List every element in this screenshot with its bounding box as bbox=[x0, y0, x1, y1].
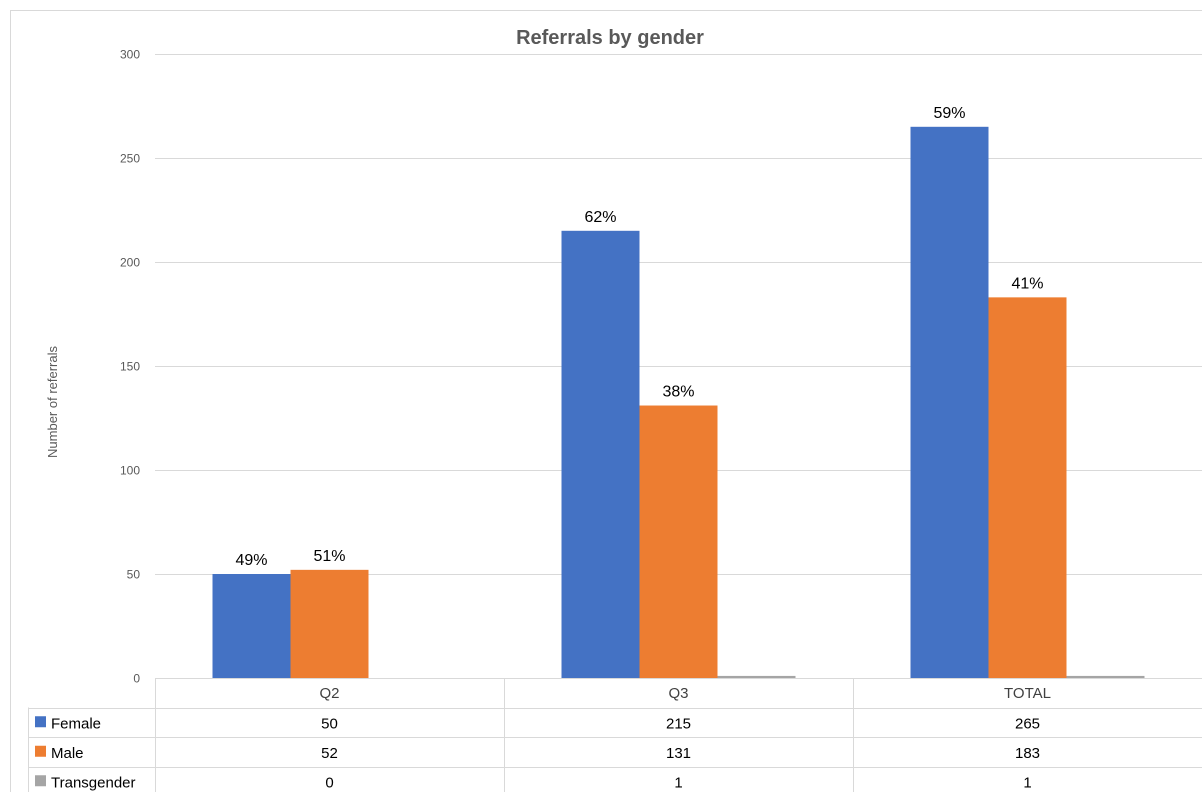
legend-swatch-male bbox=[35, 745, 46, 757]
table-cell: 0 bbox=[325, 774, 333, 791]
data-labels: 49% 51% 62% 38% 59% 41% bbox=[235, 105, 1043, 569]
bars bbox=[212, 126, 1145, 679]
table-cell: 183 bbox=[1015, 745, 1040, 762]
chart-title: Referrals by gender bbox=[516, 27, 704, 49]
bar-female-total bbox=[910, 126, 989, 679]
legend-label-female: Female bbox=[51, 715, 101, 732]
data-label: 49% bbox=[235, 552, 267, 569]
data-label: 38% bbox=[662, 384, 694, 401]
table-cell: 1 bbox=[1023, 774, 1031, 791]
bar-male-total bbox=[988, 297, 1067, 678]
y-tick-label: 50 bbox=[127, 568, 141, 582]
y-axis-ticks: 0 50 100 150 200 250 300 bbox=[120, 48, 140, 686]
table-cell: 52 bbox=[321, 745, 338, 762]
y-tick-label: 300 bbox=[120, 48, 140, 62]
bar-transgender-q3 bbox=[717, 675, 796, 678]
x-tick-label: Q2 bbox=[319, 685, 339, 702]
table-cell: 50 bbox=[321, 715, 338, 732]
chart-frame bbox=[10, 10, 1202, 792]
y-tick-label: 100 bbox=[120, 464, 140, 478]
y-tick-label: 250 bbox=[120, 152, 140, 166]
legend-label-male: Male bbox=[51, 745, 84, 762]
y-tick-label: 150 bbox=[120, 360, 140, 374]
table-cell: 265 bbox=[1015, 715, 1040, 732]
bar-transgender-total bbox=[1066, 675, 1145, 678]
y-tick-label: 200 bbox=[120, 256, 140, 270]
y-axis-label: Number of referrals bbox=[45, 346, 60, 458]
legend-label-transgender: Transgender bbox=[51, 774, 136, 791]
table-cell: 1 bbox=[674, 774, 682, 791]
data-label: 51% bbox=[313, 548, 345, 565]
legend-swatch-transgender bbox=[35, 775, 46, 787]
table-cell: 215 bbox=[666, 715, 691, 732]
data-label: 41% bbox=[1011, 275, 1043, 292]
bar-female-q3 bbox=[561, 230, 640, 679]
x-tick-label: Q3 bbox=[668, 685, 688, 702]
x-tick-label: TOTAL bbox=[1004, 685, 1051, 702]
data-table: Q2 Q3 TOTAL Female 50 215 265 Male 52 131 183 Trans… bbox=[28, 678, 1202, 792]
bar-male-q3 bbox=[639, 405, 718, 678]
bar-male-q2 bbox=[290, 569, 369, 678]
data-label: 59% bbox=[933, 105, 965, 122]
legend-swatch-female bbox=[35, 716, 46, 728]
data-label: 62% bbox=[584, 209, 616, 226]
y-tick-label: 0 bbox=[133, 672, 140, 686]
table-cell: 131 bbox=[666, 745, 691, 762]
bar-female-q2 bbox=[212, 574, 291, 678]
